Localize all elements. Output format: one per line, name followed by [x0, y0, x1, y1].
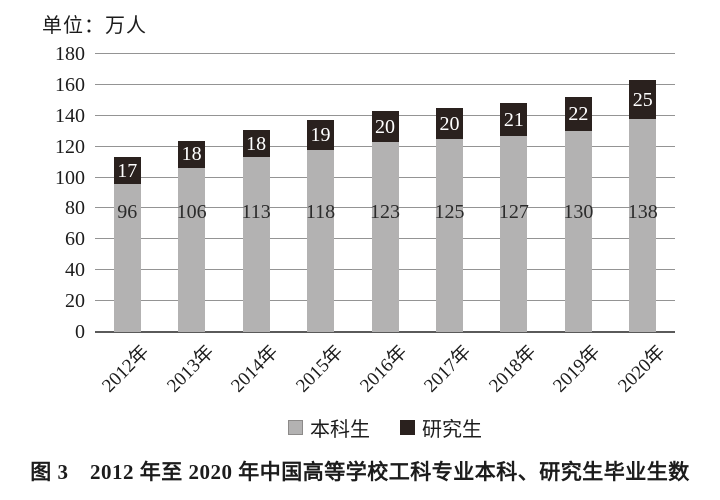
grad-value-label: 21: [503, 108, 524, 131]
gridline-180: [95, 53, 675, 54]
grad-segment: 17: [113, 157, 141, 184]
bar-2013年: 18 106: [177, 140, 207, 332]
undergrad-value-label: 123: [370, 201, 400, 223]
bar-2012年: 17 96: [113, 157, 141, 332]
undergrad-segment: [629, 118, 657, 332]
legend-item-grad: 研究生: [400, 413, 482, 442]
undergrad-segment: [500, 135, 528, 332]
undergrad-value-label: 125: [434, 201, 465, 223]
grad-segment: 25: [629, 80, 657, 119]
grad-segment: 21: [500, 103, 528, 136]
y-tick-label-60: 60: [65, 228, 85, 251]
legend-label-undergrad: 本科生: [310, 419, 370, 441]
x-tick-label-2013年: 2013年: [162, 341, 219, 397]
chart-legend: 本科生 研究生: [288, 413, 482, 442]
undergrad-segment: [371, 142, 399, 332]
grad-segment: 18: [178, 140, 206, 169]
y-tick-label-120: 120: [55, 135, 85, 158]
legend-item-undergrad: 本科生: [288, 413, 370, 442]
x-tick-label-2014年: 2014年: [227, 341, 283, 397]
bar-2020年: 25 138: [628, 80, 658, 332]
unit-label: 单位：万人: [42, 15, 147, 37]
y-tick-label-40: 40: [65, 259, 85, 282]
grad-value-label: 19: [310, 124, 331, 147]
grad-value-label: 22: [568, 103, 589, 126]
undergrad-value-label: 138: [627, 201, 658, 223]
grad-swatch-icon: [400, 420, 415, 435]
legend-label-grad: 研究生: [422, 419, 482, 441]
grad-value-label: 18: [181, 143, 202, 166]
bar-2014年: 18 113: [241, 129, 271, 332]
grad-segment: 20: [435, 108, 463, 139]
x-tick-label-2012年: 2012年: [98, 341, 154, 397]
grad-segment: 18: [242, 129, 270, 158]
undergrad-value-label: 118: [305, 201, 336, 223]
y-tick-label-180: 180: [55, 43, 85, 65]
x-tick-label-2019年: 2019年: [549, 341, 605, 397]
y-tick-label-140: 140: [55, 104, 85, 127]
undergrad-segment: [435, 138, 463, 332]
grad-value-label: 25: [632, 88, 653, 111]
x-axis-line: [95, 331, 675, 333]
gridline-160: [95, 83, 675, 85]
plot-area: 17 96 18 106 18 113 19 118 20 123 20 125 21 127 22 130 2…: [95, 53, 675, 333]
y-tick-label-20: 20: [65, 290, 85, 313]
y-tick-label-0: 0: [75, 321, 85, 343]
x-tick-label-2016年: 2016年: [356, 341, 412, 397]
figure-caption: 图 3 2012 年至 2020 年中国高等学校工科专业本科、研究生毕业生数: [30, 460, 690, 484]
undergrad-value-label: 106: [176, 201, 207, 223]
bar-2019年: 22 130: [563, 97, 593, 332]
grad-value-label: 17: [117, 159, 138, 182]
grad-segment: 22: [564, 97, 592, 132]
undergrad-segment: [564, 131, 592, 332]
y-tick-label-100: 100: [55, 166, 85, 189]
undergrad-segment: [113, 183, 141, 332]
stacked-bar-chart: 17 96 18 106 18 113 19 118 20 123 20 125 21 127 22 130 2…: [55, 43, 675, 397]
undergrad-value-label: 96: [117, 201, 138, 223]
grad-value-label: 20: [375, 115, 395, 138]
bar-2017年: 20 125: [434, 108, 464, 332]
y-tick-label-80: 80: [65, 197, 85, 220]
grad-segment: 19: [307, 120, 335, 150]
x-tick-label-2018年: 2018年: [485, 341, 541, 397]
grad-value-label: 20: [439, 112, 460, 135]
bar-2018年: 21 127: [499, 103, 529, 332]
x-tick-label-2015年: 2015年: [291, 341, 347, 397]
undergrad-value-label: 130: [563, 201, 594, 223]
undergrad-value-label: 113: [241, 201, 271, 223]
undergrad-segment: [178, 168, 206, 332]
grad-value-label: 18: [246, 132, 267, 155]
undergrad-segment: [307, 149, 335, 332]
y-tick-label-160: 160: [55, 73, 85, 96]
undergrad-segment: [242, 157, 270, 332]
x-tick-label-2017年: 2017年: [420, 341, 476, 397]
bar-2015年: 19 118: [306, 120, 335, 332]
undergrad-swatch-icon: [288, 420, 303, 435]
undergrad-value-label: 127: [498, 201, 529, 223]
bar-2016年: 20 123: [370, 111, 400, 332]
x-tick-label-2020年: 2020年: [613, 341, 670, 397]
grad-segment: 20: [371, 111, 399, 143]
